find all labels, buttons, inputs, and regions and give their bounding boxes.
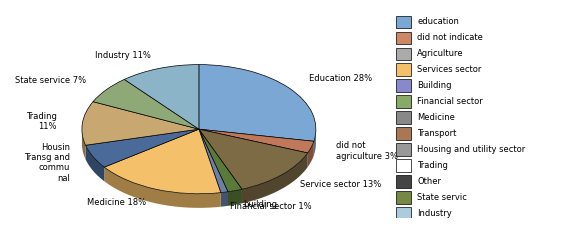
Text: Agriculture: Agriculture [417,49,464,58]
Text: did not
agriculture 3%: did not agriculture 3% [336,142,398,161]
Polygon shape [314,130,316,155]
Text: building: building [243,200,277,209]
Wedge shape [125,65,199,129]
Wedge shape [199,129,228,193]
Text: Trading: Trading [417,161,448,170]
Text: Trading
11%: Trading 11% [26,112,57,131]
Polygon shape [242,153,308,203]
Text: did not indicate: did not indicate [417,33,483,42]
Polygon shape [82,130,85,159]
Text: Industry: Industry [417,209,452,218]
Wedge shape [199,129,308,189]
Wedge shape [199,129,242,192]
FancyBboxPatch shape [396,95,411,108]
Text: State servic: State servic [417,193,467,202]
Text: Education 28%: Education 28% [309,74,372,83]
Text: State service 7%: State service 7% [15,76,86,85]
Text: Industry 11%: Industry 11% [95,51,150,60]
Text: Housing and utility sector: Housing and utility sector [417,145,525,154]
FancyBboxPatch shape [396,16,411,28]
Wedge shape [85,129,199,167]
Text: Financial sector: Financial sector [417,97,483,106]
FancyBboxPatch shape [396,79,411,92]
Text: Services sector: Services sector [417,65,481,74]
Text: Service sector 13%: Service sector 13% [300,180,381,189]
Text: Other: Other [417,177,441,186]
FancyBboxPatch shape [396,48,411,60]
Text: Medicine 18%: Medicine 18% [87,198,146,207]
FancyBboxPatch shape [396,32,411,44]
Polygon shape [228,189,242,206]
Text: Transport: Transport [417,129,456,138]
FancyBboxPatch shape [396,127,411,140]
Polygon shape [221,192,228,207]
Wedge shape [104,129,221,194]
FancyBboxPatch shape [396,112,411,124]
FancyBboxPatch shape [396,159,411,172]
FancyBboxPatch shape [396,175,411,188]
FancyBboxPatch shape [396,63,411,76]
Wedge shape [199,65,316,141]
Text: Housin
Transg and
commu
nal: Housin Transg and commu nal [24,143,70,183]
Wedge shape [93,79,199,129]
Polygon shape [85,145,104,181]
Polygon shape [308,141,314,167]
Text: Financial sector 1%: Financial sector 1% [230,202,312,211]
FancyBboxPatch shape [396,143,411,156]
Text: Building: Building [417,81,452,90]
FancyBboxPatch shape [396,191,411,204]
Wedge shape [82,102,199,145]
Wedge shape [199,129,314,153]
Polygon shape [104,167,221,208]
Text: Medicine: Medicine [417,113,455,122]
FancyBboxPatch shape [396,207,411,220]
Text: education: education [417,17,459,26]
